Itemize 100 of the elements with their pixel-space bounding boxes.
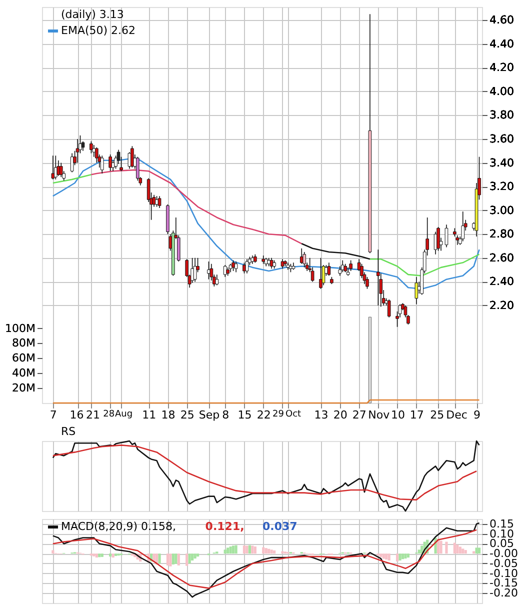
line-series (300, 243, 371, 260)
y-tick-label: 3.80 (490, 108, 514, 122)
bar (229, 546, 232, 554)
candlestick (128, 152, 132, 170)
bar (475, 548, 478, 554)
candlestick (436, 226, 440, 252)
bar (478, 548, 481, 554)
x-tick-label: 9 (474, 408, 481, 422)
bar (232, 546, 235, 554)
bar (456, 544, 459, 554)
bar (234, 545, 238, 554)
bar (92, 554, 96, 556)
candlestick (190, 258, 194, 284)
x-tick-label: 25 (430, 408, 444, 422)
candlestick (100, 155, 104, 174)
bar (248, 545, 251, 554)
bar (191, 554, 194, 561)
candlestick (327, 262, 331, 276)
candlestick (70, 152, 74, 173)
x-tick-label: 29 (272, 410, 284, 420)
line-series (90, 169, 302, 244)
legend-label: MACD(8,20,9) 0.158, (61, 520, 176, 533)
candlestick (223, 264, 227, 278)
candlestick (193, 258, 197, 282)
bar (224, 550, 226, 554)
y2-tick-label: 80M (12, 336, 36, 350)
bar (262, 547, 265, 554)
y-tick-label: 3.20 (490, 180, 514, 194)
candlestick (232, 260, 235, 272)
candlestick (215, 274, 219, 286)
candlestick (414, 276, 418, 305)
bar (281, 551, 284, 554)
x-tick-label: 21 (86, 408, 100, 422)
line-series (52, 522, 480, 598)
candlestick (234, 261, 238, 273)
candlestick (387, 299, 391, 318)
bar (382, 554, 385, 559)
x-tick-label: 25 (180, 408, 194, 422)
bar (388, 554, 390, 561)
x-tick-label: 13 (314, 408, 328, 422)
bar (52, 550, 54, 554)
candlestick (130, 146, 134, 168)
text: 0.121, (205, 520, 244, 533)
bar (420, 546, 424, 554)
bar (254, 546, 256, 554)
bar (273, 550, 276, 554)
candlestick (302, 252, 306, 268)
bar (174, 554, 178, 564)
y2-tick-label: 100M (5, 322, 36, 335)
y-tick-label: 3.00 (490, 204, 514, 217)
y2-tick-label: 20M (12, 382, 36, 395)
y-tick-label: 2.20 (490, 298, 514, 312)
x-tick-label: 17 (410, 408, 424, 422)
candlestick (108, 154, 112, 172)
bar (166, 554, 170, 566)
candlestick (456, 234, 460, 246)
candlestick (340, 260, 344, 273)
y-tick-label: -0.20 (490, 586, 518, 600)
bar (242, 545, 246, 554)
series-label: 0.037 (262, 520, 298, 533)
candlestick (136, 156, 140, 182)
bar (418, 550, 420, 554)
y-tick-label: 2.80 (490, 228, 514, 241)
bar (169, 554, 172, 566)
y2-tick-label: 60M (12, 352, 36, 365)
bar (186, 554, 188, 566)
y-tick-label: 4.00 (490, 84, 514, 98)
bar (158, 554, 161, 564)
y-tick-label: 4.60 (490, 14, 514, 27)
bar (196, 554, 200, 557)
bar (100, 554, 104, 557)
candlestick (120, 156, 123, 172)
bar (194, 554, 196, 559)
bar (246, 546, 248, 554)
y-tick-label: 2.60 (490, 251, 514, 264)
candlestick (95, 146, 98, 164)
candlestick (461, 211, 465, 242)
x-tick-label: 16 (70, 408, 84, 422)
bar (396, 554, 399, 562)
y-tick-label: 2.40 (490, 275, 514, 288)
bar (251, 546, 254, 554)
line-series (369, 254, 480, 276)
y-tick-label: 3.40 (490, 156, 514, 170)
y2-tick-label: 40M (12, 366, 36, 380)
candlestick (92, 144, 96, 158)
y-tick-label: 4.20 (490, 61, 514, 74)
x-tick-label: 10 (390, 408, 405, 422)
bar (172, 554, 174, 564)
bar (440, 540, 442, 554)
bar (177, 554, 180, 566)
candlestick (51, 155, 55, 180)
candlestick (319, 258, 322, 290)
candlestick (90, 140, 93, 154)
bar (226, 548, 230, 554)
bar (98, 554, 101, 558)
bar (109, 554, 112, 557)
bar (464, 550, 467, 554)
bar (264, 548, 268, 554)
bar (445, 542, 448, 554)
x-tick-label: 15 (238, 408, 252, 422)
